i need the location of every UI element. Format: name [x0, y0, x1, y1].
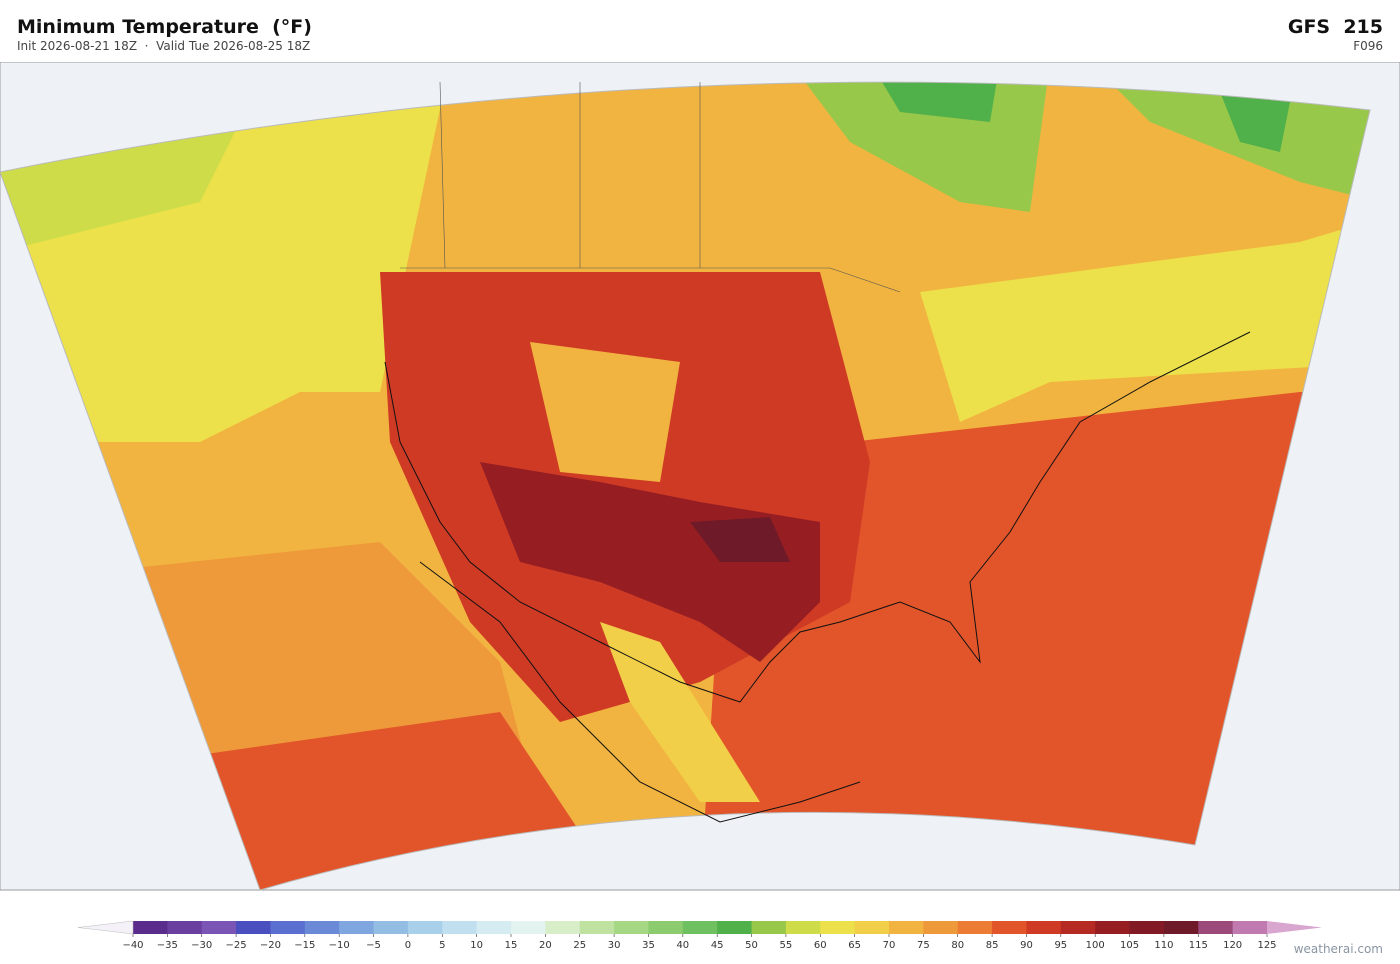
colorbar-segment — [717, 921, 753, 934]
colorbar-segment — [889, 921, 924, 934]
colorbar-segment — [682, 921, 718, 934]
colorbar-segment — [1026, 921, 1062, 934]
colorbar-tick-label: 125 — [1257, 940, 1276, 951]
colorbar-tick-label: −30 — [191, 940, 212, 951]
colorbar-segment — [167, 921, 203, 934]
borders — [400, 81, 901, 293]
colorbar-tick-label: 10 — [470, 940, 483, 951]
colorbar-tick-label: 85 — [986, 940, 999, 951]
colorbar-tick-label: 20 — [539, 940, 552, 951]
colorbar-tick-label: −15 — [294, 940, 315, 951]
credit: weatherai.com — [1293, 942, 1383, 956]
colorbar-segment — [373, 921, 409, 934]
field-labrador-cool — [1220, 92, 1290, 152]
colorbar-segment — [785, 921, 821, 934]
colorbar-extend-low — [77, 920, 134, 935]
colorbar-tick-label: 120 — [1223, 940, 1242, 951]
colorbar-tick-label: 75 — [917, 940, 930, 951]
colorbar-segment — [511, 921, 546, 934]
colorbar-segment — [614, 921, 649, 934]
colorbar-tick-label: −35 — [157, 940, 178, 951]
colorbar-segment — [1129, 921, 1165, 934]
field-mountains — [530, 342, 680, 482]
map — [0, 62, 1400, 891]
coastline — [384, 331, 1251, 823]
colorbar-segment — [201, 921, 237, 934]
colorbar-tick-label: 5 — [439, 940, 445, 951]
colorbar-tick-label: −5 — [366, 940, 381, 951]
colorbar-segment — [270, 921, 306, 934]
model-name: GFS 215 — [1287, 16, 1383, 38]
colorbar-segment — [854, 921, 890, 934]
colorbar-tick-label: 105 — [1120, 940, 1139, 951]
colorbar-tick-label: 70 — [883, 940, 896, 951]
colorbar-segment — [339, 921, 375, 934]
colorbar-segment — [579, 921, 615, 934]
field-mexico-highlands — [600, 622, 760, 802]
colorbar-tick-label: 25 — [573, 940, 586, 951]
colorbar: −40 −35 −30 −25 −20 −15 −10 −5 0 5 10 15 20 25 30 35 40 4… — [77, 920, 1322, 951]
colorbar-segment — [1060, 921, 1096, 934]
field-canada-cool — [870, 82, 1000, 122]
colorbar-segment — [1163, 921, 1199, 934]
field-very-hot — [480, 462, 820, 662]
colorbar-tick-label: 80 — [951, 940, 964, 951]
colorbar-segment — [1198, 921, 1234, 934]
map-subtitle: Init 2026-08-21 18Z · Valid Tue 2026-08-… — [17, 39, 311, 53]
colorbar-extend-high — [1267, 921, 1322, 934]
colorbar-segment — [304, 921, 340, 934]
colorbar-tick-label: 110 — [1154, 940, 1173, 951]
colorbar-segment — [1095, 921, 1131, 934]
colorbar-segment — [957, 921, 993, 934]
forecast-hour: F096 — [1353, 39, 1383, 53]
colorbar-tick-label: 0 — [405, 940, 411, 951]
map-title: Minimum Temperature (°F) — [17, 16, 312, 38]
colorbar-segment — [820, 921, 856, 934]
colorbar-tick-label: 60 — [814, 940, 827, 951]
colorbar-segment — [923, 921, 959, 934]
colorbar-tick-label: 55 — [780, 940, 793, 951]
colorbar-tick-label: 40 — [676, 940, 689, 951]
colorbar-tick-label: 95 — [1054, 940, 1067, 951]
colorbar-tick-label: 65 — [848, 940, 861, 951]
field-northeast — [920, 212, 1370, 422]
colorbar-tick-label: 30 — [608, 940, 621, 951]
colorbar-tick-label: 35 — [642, 940, 655, 951]
colorbar-tick-label: 90 — [1020, 940, 1033, 951]
colorbar-tick-label: 15 — [505, 940, 518, 951]
colorbar-tick-label: 115 — [1189, 940, 1208, 951]
colorbar-tick-label: −20 — [260, 940, 281, 951]
domain-edge — [0, 81, 1371, 891]
colorbar-tick-label: −25 — [226, 940, 247, 951]
colorbar-segment — [545, 921, 581, 934]
colorbar-segment — [751, 921, 787, 934]
colorbar-tick-label: 100 — [1086, 940, 1105, 951]
colorbar-tick-label: −10 — [329, 940, 350, 951]
colorbar-segment — [133, 921, 168, 934]
colorbar-tick-label: −40 — [122, 940, 143, 951]
colorbar-segment — [442, 921, 478, 934]
field-hottest — [690, 517, 790, 562]
colorbar-tick-label: 50 — [745, 940, 758, 951]
colorbar-segment — [1232, 921, 1268, 934]
colorbar-segment — [407, 921, 443, 934]
colorbar-tick-label: 45 — [711, 940, 724, 951]
colorbar-segment — [992, 921, 1027, 934]
colorbar-segment — [236, 921, 271, 934]
colorbar-segment — [476, 921, 512, 934]
colorbar-segment — [648, 921, 684, 934]
